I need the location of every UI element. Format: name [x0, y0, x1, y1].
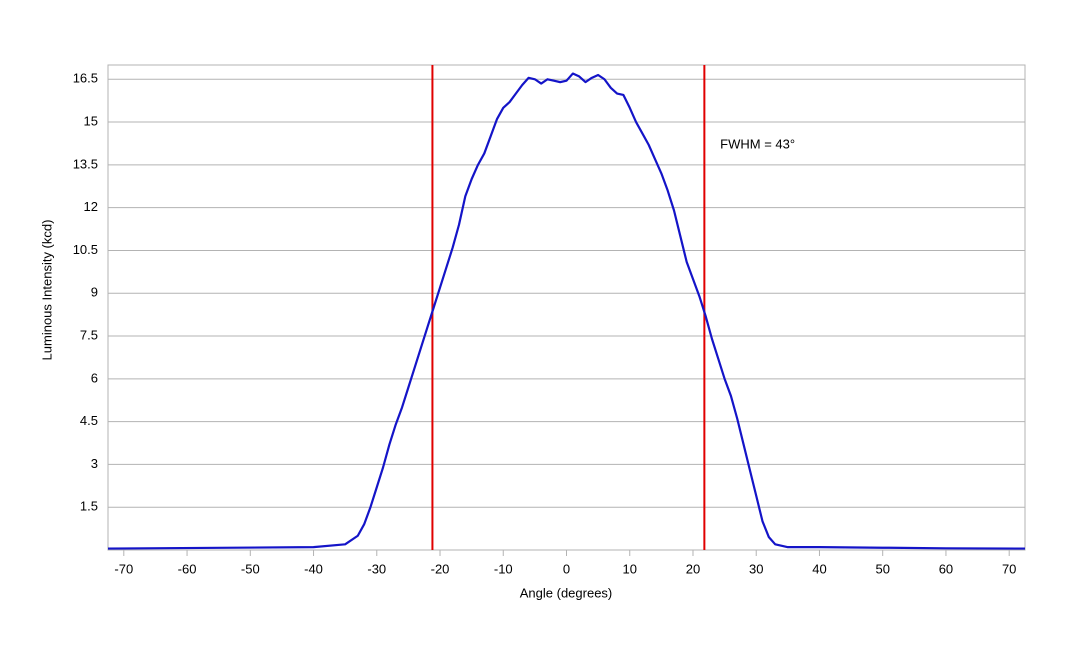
x-tick-label: 60: [939, 561, 953, 576]
annotation: FWHM = 43°: [720, 136, 795, 151]
x-tick-label: -70: [114, 561, 133, 576]
x-tick-label: 70: [1002, 561, 1016, 576]
x-tick-label: -50: [241, 561, 260, 576]
x-tick-label: 10: [623, 561, 637, 576]
plot-frame: [107, 64, 1026, 551]
y-tick-label: 3: [91, 456, 98, 471]
x-tick-label: 50: [875, 561, 889, 576]
y-tick-label: 13.5: [73, 156, 98, 171]
y-tick-label: 6: [91, 370, 98, 385]
y-tick-label: 9: [91, 285, 98, 300]
y-tick-label: 1.5: [80, 499, 98, 514]
x-tick-label: 20: [686, 561, 700, 576]
x-tick-label: 40: [812, 561, 826, 576]
x-tick-label: -30: [367, 561, 386, 576]
y-tick-label: 4.5: [80, 413, 98, 428]
y-tick-label: 16.5: [73, 71, 98, 86]
x-tick-label: -20: [431, 561, 450, 576]
y-axis-label: Luminous Intensity (kcd): [39, 220, 54, 361]
y-tick-label: 12: [84, 199, 98, 214]
data-line: [107, 72, 1026, 550]
y-tick-label: 10.5: [73, 242, 98, 257]
x-tick-label: 30: [749, 561, 763, 576]
x-tick-label: -10: [494, 561, 513, 576]
x-tick-label: -40: [304, 561, 323, 576]
x-axis-label: Angle (degrees): [520, 585, 613, 600]
y-tick-label: 15: [84, 113, 98, 128]
x-tick-label: 0: [563, 561, 570, 576]
y-tick-label: 7.5: [80, 327, 98, 342]
x-tick-label: -60: [178, 561, 197, 576]
